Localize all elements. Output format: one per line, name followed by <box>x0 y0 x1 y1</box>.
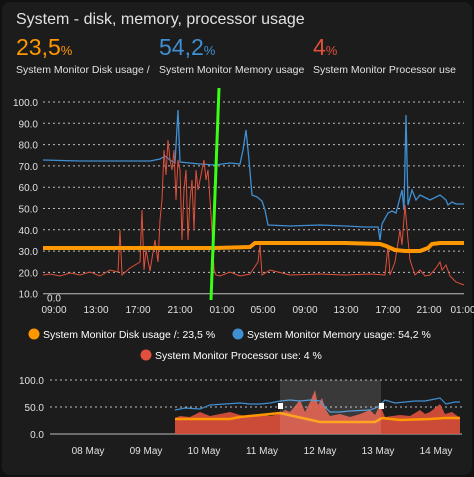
legend-processor-label: System Monitor Processor use: 4 % <box>155 350 322 362</box>
stat-processor[interactable]: 4% System Monitor Processor use <box>313 34 456 76</box>
stat-disk-value: 23,5 <box>16 34 61 60</box>
y-tick: 60.0 <box>19 183 39 194</box>
nav-disk-line <box>175 411 460 424</box>
x-tick: 21:00 <box>167 305 192 316</box>
nav-brush-handle-right[interactable] <box>379 403 384 409</box>
series-processor-line <box>42 139 465 286</box>
nav-processor-area <box>175 390 460 434</box>
nav-x-tick: 10 May <box>188 446 221 457</box>
x-tick: 0.0 <box>47 294 61 305</box>
legend-processor-dot <box>140 349 152 361</box>
nav-brush-handle-left[interactable] <box>278 403 283 409</box>
x-tick: 01:00 <box>209 305 234 316</box>
stat-processor-unit: % <box>325 43 338 58</box>
main-x-axis: 0.0 09:00 13:00 17:00 21:00 01:00 05:00 … <box>41 294 474 317</box>
nav-y-tick: 100.0 <box>19 376 44 387</box>
y-tick: 80.0 <box>19 141 39 152</box>
stat-memory[interactable]: 54,2% System Monitor Memory usage <box>159 34 304 76</box>
y-tick: 90.0 <box>19 119 39 130</box>
nav-x-tick: 14 May <box>420 446 453 457</box>
main-y-axis: 100.0 90.0 80.0 70.0 60.0 50.0 40.0 30.0… <box>13 98 464 301</box>
nav-x-tick: 09 May <box>130 446 163 457</box>
main-chart[interactable]: 100.0 90.0 80.0 70.0 60.0 50.0 40.0 30.0… <box>13 87 474 317</box>
nav-x-tick: 12 May <box>304 446 337 457</box>
y-tick: 100.0 <box>13 98 38 109</box>
stat-memory-value: 54,2 <box>159 34 204 60</box>
x-tick: 17:00 <box>375 305 400 316</box>
y-tick: 50.0 <box>19 205 39 216</box>
series-memory-line <box>42 109 464 241</box>
nav-y-axis: 100.0 50.0 0.0 <box>19 376 44 441</box>
x-tick: 09:00 <box>41 305 66 316</box>
stat-memory-unit: % <box>203 43 216 58</box>
y-tick: 30.0 <box>19 247 39 258</box>
x-tick: 13:00 <box>83 305 108 316</box>
stat-processor-label: System Monitor Processor use <box>313 64 456 76</box>
stat-disk-unit: % <box>60 43 73 58</box>
x-tick: 01:00 <box>450 305 474 316</box>
navigator-chart[interactable]: 100.0 50.0 0.0 08 May 09 May 10 May 11 M… <box>19 376 462 457</box>
legend-memory-dot <box>232 328 244 340</box>
legend-item-processor[interactable]: System Monitor Processor use: 4 % <box>140 349 322 363</box>
y-tick: 70.0 <box>19 162 39 173</box>
nav-x-tick: 11 May <box>246 446 278 457</box>
legend-item-memory[interactable]: System Monitor Memory usage: 54,2 % <box>232 328 431 342</box>
legend-disk-dot <box>28 328 40 340</box>
legend: System Monitor Disk usage /: 23,5 % Syst… <box>28 328 431 363</box>
nav-selection-brush[interactable] <box>280 380 381 434</box>
nav-x-axis: 08 May 09 May 10 May 11 May 12 May 13 Ma… <box>72 446 453 457</box>
current-time-marker <box>209 87 221 301</box>
legend-memory-label: System Monitor Memory usage: 54,2 % <box>247 329 431 341</box>
legend-item-disk[interactable]: System Monitor Disk usage /: 23,5 % <box>28 328 216 342</box>
nav-y-tick: 50.0 <box>25 403 45 414</box>
y-tick: 40.0 <box>19 226 39 237</box>
card-title: System - disk, memory, processor usage <box>16 11 305 28</box>
x-tick: 05:00 <box>250 305 275 316</box>
stat-disk[interactable]: 23,5% System Monitor Disk usage / <box>16 34 150 76</box>
nav-x-tick: 13 May <box>362 446 395 457</box>
x-tick: 21:00 <box>416 305 441 316</box>
stat-processor-value: 4 <box>313 34 326 60</box>
stat-disk-label: System Monitor Disk usage / <box>16 64 150 76</box>
x-tick: 17:00 <box>125 305 150 316</box>
x-tick: 09:00 <box>292 305 317 316</box>
series-disk-line <box>43 241 464 253</box>
legend-disk-label: System Monitor Disk usage /: 23,5 % <box>43 329 215 341</box>
y-tick: 10.0 <box>19 290 39 301</box>
y-tick: 20.0 <box>19 268 39 279</box>
x-tick: 13:00 <box>333 305 358 316</box>
nav-x-tick: 08 May <box>72 446 105 457</box>
nav-y-tick: 0.0 <box>30 430 44 441</box>
stat-memory-label: System Monitor Memory usage <box>159 64 305 76</box>
nav-memory-line <box>174 397 460 413</box>
